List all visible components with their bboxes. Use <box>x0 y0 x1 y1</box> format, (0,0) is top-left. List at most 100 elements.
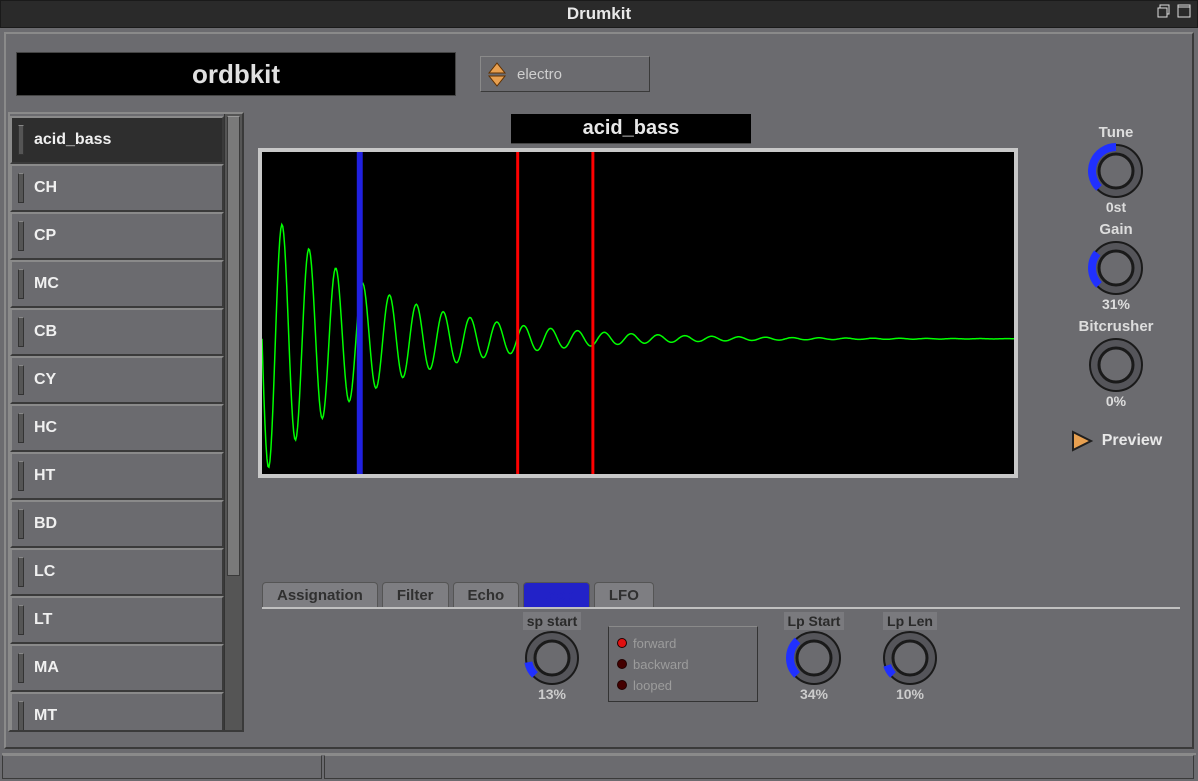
maximize-icon[interactable] <box>1177 4 1191 23</box>
direction-box: forward backward looped <box>608 626 758 702</box>
drag-handle[interactable] <box>18 461 24 491</box>
drag-handle[interactable] <box>18 605 24 635</box>
gain-label: Gain <box>1099 221 1132 238</box>
sample-item-MC[interactable]: MC <box>10 260 224 308</box>
drag-handle[interactable] <box>18 269 24 299</box>
window-title: Drumkit <box>567 4 631 24</box>
sample-item-acid_bass[interactable]: acid_bass <box>10 116 224 164</box>
lp-start-block: Lp Start 34% <box>774 612 854 702</box>
direction-label: looped <box>633 678 672 693</box>
side-knob-column: Tune 0st Gain 31% Bitcrusher 0% Preview <box>1051 124 1181 453</box>
gain-knob[interactable] <box>1088 240 1144 296</box>
loop-panel: sp start 13% forward backward looped Lp St… <box>262 610 1180 740</box>
drag-handle[interactable] <box>18 125 24 155</box>
lp-len-value: 10% <box>896 686 924 702</box>
drag-handle[interactable] <box>18 173 24 203</box>
sample-item-label: MC <box>34 275 59 293</box>
scrollbar-thumb[interactable] <box>227 116 240 576</box>
tune-knob-block: Tune 0st <box>1088 124 1144 215</box>
current-sample-text: acid_bass <box>583 117 680 140</box>
radio-dot-icon <box>617 680 627 690</box>
drag-handle[interactable] <box>18 509 24 539</box>
sample-item-label: HT <box>34 467 55 485</box>
direction-forward[interactable]: forward <box>617 636 749 651</box>
statusbar-seg-1 <box>2 755 322 779</box>
drag-handle[interactable] <box>18 221 24 251</box>
sample-item-label: LT <box>34 611 52 629</box>
lp-len-label: Lp Len <box>883 612 937 630</box>
sample-item-label: HC <box>34 419 57 437</box>
sample-list-frame: acid_bass CH CP MC CB CY HC HT BD LC LT MAMT <box>8 112 244 732</box>
kit-name-field[interactable]: ordbkit <box>16 52 456 96</box>
waveform-display[interactable] <box>258 148 1018 478</box>
restore-icon[interactable] <box>1157 4 1171 23</box>
main-frame: ordbkit electro acid_bass CH CP MC CB CY HC HT B… <box>4 32 1194 749</box>
statusbar-seg-2 <box>324 755 1194 779</box>
sample-item-label: LC <box>34 563 55 581</box>
gain-knob-block: Gain 31% <box>1088 221 1144 312</box>
sample-item-CP[interactable]: CP <box>10 212 224 260</box>
preset-label: electro <box>517 66 562 83</box>
tab-assignation[interactable]: Assignation <box>262 582 378 607</box>
arrow-up-icon[interactable] <box>487 62 507 74</box>
radio-dot-icon <box>617 638 627 648</box>
sample-item-MT[interactable]: MT <box>10 692 224 730</box>
sample-item-CB[interactable]: CB <box>10 308 224 356</box>
sample-item-LC[interactable]: LC <box>10 548 224 596</box>
tabs-bar: AssignationFilterEchoLoopLFO <box>262 582 1180 609</box>
radio-dot-icon <box>617 659 627 669</box>
play-icon <box>1070 429 1094 453</box>
arrow-down-icon[interactable] <box>487 75 507 87</box>
sample-item-label: CH <box>34 179 57 197</box>
bitcrusher-knob[interactable] <box>1088 337 1144 393</box>
sample-item-CH[interactable]: CH <box>10 164 224 212</box>
sp-start-value: 13% <box>538 686 566 702</box>
kit-name-text: ordbkit <box>192 59 280 90</box>
sample-item-LT[interactable]: LT <box>10 596 224 644</box>
lp-start-value: 34% <box>800 686 828 702</box>
lp-len-knob[interactable] <box>882 630 938 686</box>
sample-item-MA[interactable]: MA <box>10 644 224 692</box>
tab-loop[interactable]: Loop <box>523 582 590 607</box>
gain-value: 31% <box>1102 296 1130 312</box>
sample-item-label: CP <box>34 227 56 245</box>
lp-start-knob[interactable] <box>786 630 842 686</box>
tune-label: Tune <box>1099 124 1134 141</box>
drag-handle[interactable] <box>18 413 24 443</box>
preview-button[interactable]: Preview <box>1070 429 1162 453</box>
lp-start-label: Lp Start <box>784 612 845 630</box>
sample-item-CY[interactable]: CY <box>10 356 224 404</box>
sample-item-label: BD <box>34 515 57 533</box>
sample-item-label: CB <box>34 323 57 341</box>
drag-handle[interactable] <box>18 365 24 395</box>
preset-selector[interactable]: electro <box>480 56 650 92</box>
drag-handle[interactable] <box>18 701 24 730</box>
drag-handle[interactable] <box>18 557 24 587</box>
tab-lfo[interactable]: LFO <box>594 582 654 607</box>
sample-item-label: acid_bass <box>34 131 111 149</box>
bitcrusher-value: 0% <box>1106 393 1126 409</box>
direction-label: backward <box>633 657 689 672</box>
tab-filter[interactable]: Filter <box>382 582 449 607</box>
statusbar <box>2 753 1196 779</box>
bitcrusher-label: Bitcrusher <box>1078 318 1153 335</box>
preview-label: Preview <box>1102 432 1162 450</box>
sample-item-label: CY <box>34 371 56 389</box>
bitcrusher-knob-block: Bitcrusher 0% <box>1078 318 1153 409</box>
direction-label: forward <box>633 636 676 651</box>
direction-backward[interactable]: backward <box>617 657 749 672</box>
drag-handle[interactable] <box>18 653 24 683</box>
tune-value: 0st <box>1106 199 1126 215</box>
direction-looped[interactable]: looped <box>617 678 749 693</box>
titlebar: Drumkit <box>0 0 1198 28</box>
tab-echo[interactable]: Echo <box>453 582 520 607</box>
sample-item-HT[interactable]: HT <box>10 452 224 500</box>
sp-start-block: sp start 13% <box>512 612 592 702</box>
tune-knob[interactable] <box>1088 143 1144 199</box>
drag-handle[interactable] <box>18 317 24 347</box>
sp-start-knob[interactable] <box>524 630 580 686</box>
sample-item-HC[interactable]: HC <box>10 404 224 452</box>
sample-scrollbar[interactable] <box>224 114 242 730</box>
current-sample-title: acid_bass <box>511 114 751 144</box>
sample-item-BD[interactable]: BD <box>10 500 224 548</box>
